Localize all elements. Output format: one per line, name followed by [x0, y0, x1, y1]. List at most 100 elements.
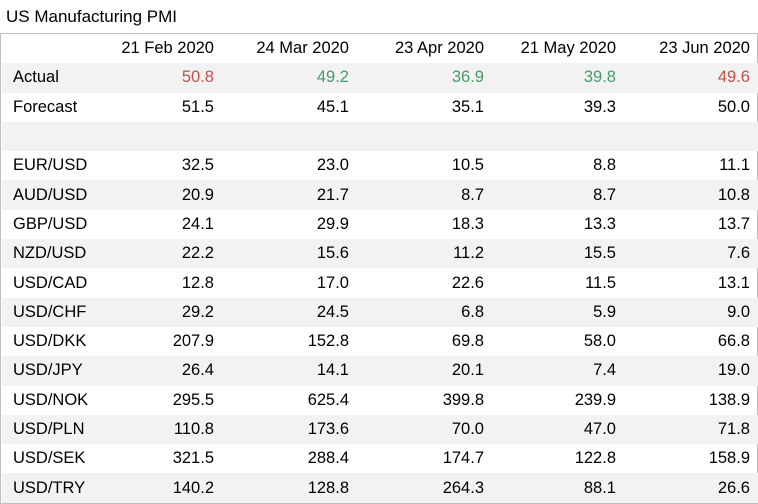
table-cell: 122.8: [574, 449, 616, 468]
table-title: US Manufacturing PMI: [6, 7, 178, 26]
table-cell: 158.9: [708, 449, 750, 468]
actual-value: 50.8: [181, 68, 214, 87]
forecast-row: Forecast 51.5 45.1 35.1 39.3 50.0: [2, 93, 758, 122]
row-label: USD/NOK: [13, 390, 89, 409]
row-label: GBP/USD: [13, 214, 88, 233]
table-row: USD/SEK 321.5 288.4 174.7 122.8 158.9: [2, 444, 758, 473]
data-table-frame: 21 Feb 2020 24 Mar 2020 23 Apr 2020 21 M…: [0, 33, 758, 504]
table-cell: 23.0: [316, 156, 349, 175]
table-cell: 13.1: [717, 273, 750, 292]
actual-value: 39.8: [583, 68, 616, 87]
forecast-value: 35.1: [451, 97, 484, 116]
header-row: 21 Feb 2020 24 Mar 2020 23 Apr 2020 21 M…: [2, 34, 758, 63]
table-cell: 24.5: [316, 302, 349, 321]
header-cell: 23 Apr 2020: [395, 39, 484, 58]
table-cell: 19.0: [717, 361, 750, 380]
table-cell: 71.8: [717, 420, 750, 438]
table-cell: 5.9: [593, 302, 616, 321]
table-cell: 7.4: [593, 361, 616, 380]
table-row: USD/DKK 207.9 152.8 69.8 58.0 66.8: [2, 327, 758, 356]
table-cell: 295.5: [172, 390, 214, 409]
table-cell: 15.5: [583, 244, 616, 263]
actual-value: 49.2: [316, 68, 349, 87]
table-cell: 13.3: [583, 214, 616, 233]
table-cell: 140.2: [172, 478, 214, 497]
table-cell: 70.0: [451, 420, 484, 438]
table-cell: 321.5: [172, 449, 214, 468]
table-cell: 174.7: [442, 449, 484, 468]
header-cell: [2, 34, 92, 63]
table-cell: 8.8: [593, 156, 616, 175]
row-label: EUR/USD: [13, 156, 88, 175]
table-cell: 29.9: [316, 214, 349, 233]
forecast-value: 39.3: [583, 97, 616, 116]
row-label: Forecast: [13, 97, 78, 116]
table-cell: 10.8: [717, 185, 750, 204]
header-cell: 21 May 2020: [520, 39, 616, 58]
table-cell: 152.8: [307, 332, 349, 351]
row-label: Actual: [13, 68, 59, 87]
table-row: USD/TRY 140.2 128.8 264.3 88.1 26.6: [2, 473, 758, 503]
table-cell: 11.2: [453, 244, 484, 263]
table-cell: 13.7: [717, 214, 750, 233]
table-row: NZD/USD 22.2 15.6 11.2 15.5 7.6: [2, 239, 758, 269]
header-cell: 24 Mar 2020: [256, 39, 349, 58]
table-row: USD/CHF 29.2 24.5 6.8 5.9 9.0: [2, 297, 758, 327]
table-cell: 12.8: [181, 273, 214, 292]
row-label: AUD/USD: [13, 185, 88, 204]
table-cell: 207.9: [172, 332, 214, 351]
forecast-value: 45.1: [316, 97, 349, 116]
table-cell: 128.8: [307, 478, 349, 497]
table-cell: 18.3: [451, 214, 484, 233]
table-cell: 10.5: [451, 156, 484, 175]
table-cell: 26.6: [717, 478, 750, 497]
table-cell: 264.3: [442, 478, 484, 497]
table-row: AUD/USD 20.9 21.7 8.7 8.7 10.8: [2, 180, 758, 210]
table-cell: 138.9: [708, 390, 750, 409]
table-cell: 11.1: [719, 156, 750, 175]
pmi-table: 21 Feb 2020 24 Mar 2020 23 Apr 2020 21 M…: [2, 34, 758, 503]
table-cell: 20.9: [181, 185, 214, 204]
table-cell: 239.9: [574, 390, 616, 409]
table-row: EUR/USD 32.5 23.0 10.5 8.8 11.1: [2, 151, 758, 180]
row-label: USD/DKK: [13, 332, 87, 351]
table-cell: 11.5: [585, 273, 616, 292]
spacer-row: [2, 121, 758, 152]
table-cell: 21.7: [316, 185, 349, 204]
table-cell: 47.0: [583, 420, 616, 438]
table-row: GBP/USD 24.1 29.9 18.3 13.3 13.7: [2, 210, 758, 239]
row-label: USD/CHF: [13, 302, 87, 321]
table-cell: 32.5: [181, 156, 214, 175]
table-cell: 110.8: [173, 420, 214, 438]
table-cell: 58.0: [583, 332, 616, 351]
forecast-value: 51.5: [181, 97, 214, 116]
row-label: USD/JPY: [13, 361, 83, 380]
table-body: Actual 50.8 49.2 36.9 39.8 49.6 Forecast…: [2, 63, 758, 503]
table-cell: 20.1: [451, 361, 484, 380]
table-row: USD/CAD 12.8 17.0 22.6 11.5 13.1: [2, 268, 758, 297]
header-cell: 21 Feb 2020: [121, 39, 214, 58]
table-row: USD/JPY 26.4 14.1 20.1 7.4 19.0: [2, 356, 758, 386]
table-cell: 69.8: [451, 332, 484, 351]
table-cell: 173.6: [307, 420, 349, 438]
table-cell: 29.2: [181, 302, 214, 321]
row-label: NZD/USD: [13, 244, 87, 263]
table-cell: 88.1: [583, 478, 616, 497]
actual-value: 49.6: [717, 68, 750, 87]
table-cell: 399.8: [442, 390, 484, 409]
table-cell: 7.6: [727, 244, 750, 263]
table-cell: 17.0: [316, 273, 349, 292]
table-cell: 14.1: [316, 361, 349, 380]
table-cell: 66.8: [717, 332, 750, 351]
table-cell: 9.0: [727, 302, 750, 321]
spacer-cell: [2, 122, 758, 151]
header-cell: 23 Jun 2020: [659, 39, 750, 58]
row-label: USD/TRY: [13, 478, 86, 497]
forecast-value: 50.0: [717, 97, 750, 116]
table-cell: 15.6: [316, 244, 349, 263]
table-cell: 24.1: [181, 214, 214, 233]
table-cell: 26.4: [181, 361, 214, 380]
table-cell: 288.4: [307, 449, 349, 468]
table-row: USD/NOK 295.5 625.4 399.8 239.9 138.9: [2, 386, 758, 415]
table-cell: 625.4: [307, 390, 349, 409]
